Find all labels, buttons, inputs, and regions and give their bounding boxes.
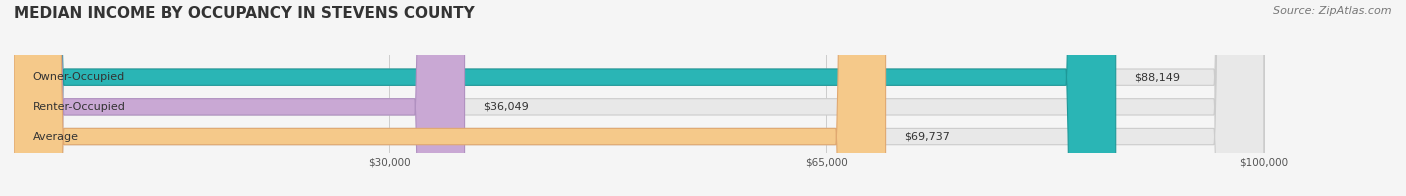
FancyBboxPatch shape [14,0,1264,196]
FancyBboxPatch shape [14,0,886,196]
FancyBboxPatch shape [14,0,1264,196]
Text: MEDIAN INCOME BY OCCUPANCY IN STEVENS COUNTY: MEDIAN INCOME BY OCCUPANCY IN STEVENS CO… [14,6,475,21]
FancyBboxPatch shape [14,0,464,196]
Text: Average: Average [32,132,79,142]
Text: $88,149: $88,149 [1135,72,1181,82]
Text: Source: ZipAtlas.com: Source: ZipAtlas.com [1274,6,1392,16]
FancyBboxPatch shape [14,0,1116,196]
Text: $36,049: $36,049 [484,102,529,112]
Text: $69,737: $69,737 [904,132,950,142]
FancyBboxPatch shape [14,0,1264,196]
Text: Owner-Occupied: Owner-Occupied [32,72,125,82]
Text: Renter-Occupied: Renter-Occupied [32,102,125,112]
